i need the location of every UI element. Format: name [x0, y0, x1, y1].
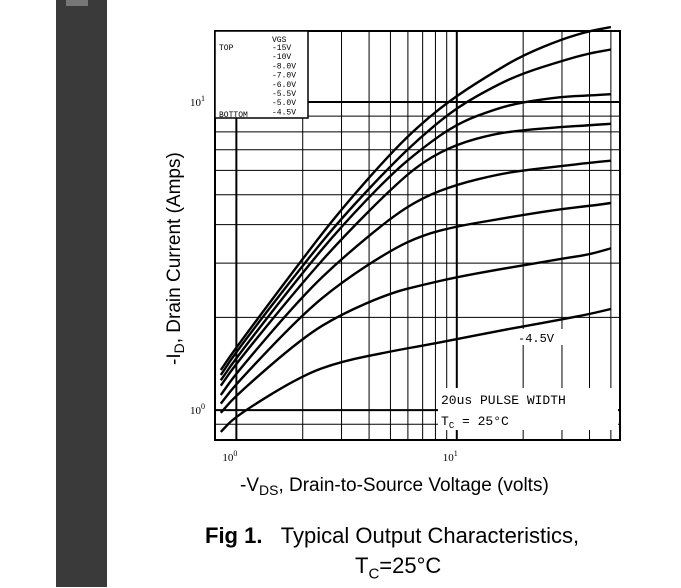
series-line-7-0V — [219, 122, 611, 387]
legend: VGS TOP BOTTOM -15V-10V-8.0V-7.0V-6.0V-5… — [214, 30, 309, 120]
y-tick-labels: 100 101 — [190, 94, 205, 417]
figure-caption: Fig 1. Typical Output Characteristics, T… — [205, 522, 645, 582]
series-line-15V — [219, 25, 612, 371]
curve-label: -4.5V — [518, 332, 555, 346]
plot-frame — [214, 30, 621, 441]
legend-entry: -6.0V — [272, 81, 296, 90]
legend-entry: -8.0V — [272, 62, 296, 71]
x-tick-label: 101 — [443, 449, 458, 464]
curve-label-bg — [515, 329, 563, 345]
series-line-6-0V — [219, 159, 612, 396]
x-tick-labels: 100 101 — [222, 449, 457, 464]
caption-title: Typical Output Characteristics, — [280, 523, 580, 548]
legend-entry: -7.0V — [272, 72, 296, 81]
x-tick-label: 100 — [222, 449, 237, 464]
tc-annotation: TC = 25°C — [441, 414, 509, 431]
viewer-sidebar — [0, 0, 107, 587]
legend-header: VGS — [272, 36, 287, 45]
legend-entry: -15V — [272, 44, 291, 53]
tab-handle-icon[interactable] — [66, 0, 88, 6]
output-characteristics-chart: VGS TOP BOTTOM -15V-10V-8.0V-7.0V-6.0V-5… — [164, 25, 621, 498]
legend-entries: -15V-10V-8.0V-7.0V-6.0V-5.5V-5.0V-4.5V — [272, 44, 296, 117]
pulse-annotation-bg — [438, 388, 618, 430]
series-line-5-0V — [219, 247, 612, 414]
pulse-width-text: 20us PULSE WIDTH — [441, 393, 566, 408]
y-tick-label: 101 — [190, 94, 205, 109]
pulse-annotation: 20us PULSE WIDTH TC = 25°C — [438, 388, 618, 431]
caption-condition: TC=25°C — [355, 553, 442, 583]
x-axis-label: -VDS, Drain-to-Source Voltage (volts) — [240, 475, 549, 498]
series-line-10V — [219, 48, 612, 376]
y-tick-label: 100 — [190, 402, 205, 417]
legend-entry: -10V — [272, 53, 291, 62]
y-axis-label: -ID, Drain Current (Amps) — [164, 152, 187, 365]
scroll-strip[interactable] — [56, 0, 107, 587]
caption-fig-number: Fig 1. — [205, 523, 263, 548]
legend-top-label: TOP — [219, 44, 234, 53]
curve-label-group: -4.5V — [515, 329, 563, 346]
series-line-5-5V — [219, 201, 612, 405]
legend-entry: -5.5V — [272, 90, 296, 99]
legend-bottom-label: BOTTOM — [219, 111, 248, 120]
series-line-8-0V — [219, 93, 611, 381]
legend-box — [214, 30, 309, 119]
legend-entry: -4.5V — [272, 108, 296, 117]
series-line-4-5V — [219, 307, 612, 433]
series-group — [219, 25, 612, 433]
legend-entry: -5.0V — [272, 99, 296, 108]
